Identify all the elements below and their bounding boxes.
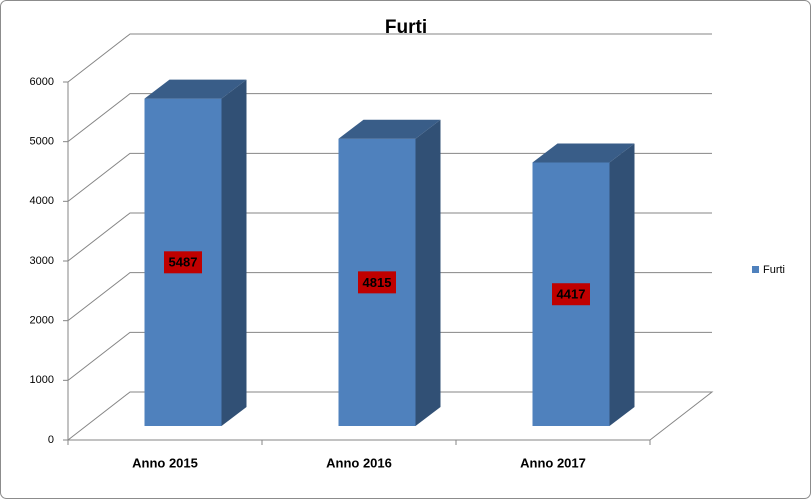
y-tick-label: 1000 [30, 374, 54, 386]
grid-line [67, 33, 712, 83]
x-tick-label: Anno 2015 [132, 455, 198, 470]
value-label: 5487 [169, 255, 198, 270]
legend-swatch [752, 266, 759, 273]
grid-line [67, 152, 712, 202]
chart-title: Furti [385, 17, 427, 38]
bar-side [415, 119, 441, 426]
grid-line [67, 93, 712, 143]
value-label: 4417 [557, 287, 586, 302]
legend-label: Furti [763, 264, 785, 276]
y-tick-label: 3000 [30, 255, 54, 267]
grid-line [67, 331, 712, 381]
y-tick-label: 5000 [30, 136, 54, 148]
y-tick-label: 4000 [30, 195, 54, 207]
bar-top [144, 79, 247, 99]
bar-side [609, 143, 635, 426]
bar-side [221, 79, 247, 426]
y-tick-label: 2000 [30, 315, 54, 327]
x-tick-label: Anno 2016 [326, 455, 392, 470]
grid-line [67, 272, 712, 322]
value-label: 4815 [363, 275, 392, 290]
grid-line [67, 212, 712, 262]
x-tick-label: Anno 2017 [520, 455, 586, 470]
value-label-box [552, 283, 590, 306]
value-label-box [164, 251, 202, 274]
y-tick-label: 6000 [30, 76, 54, 88]
value-label-box [358, 271, 396, 294]
bar-top [532, 143, 635, 163]
y-tick-label: 0 [48, 434, 54, 446]
bar-top [338, 119, 441, 139]
